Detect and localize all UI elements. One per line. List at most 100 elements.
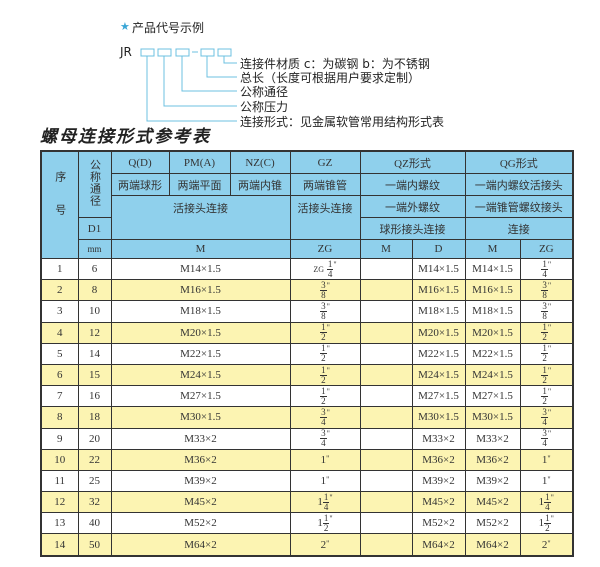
- cell-m: M36×2: [110, 448, 291, 471]
- cell-qz-d: M36×2: [411, 448, 466, 471]
- cell-qg-zg: 1": [519, 448, 574, 471]
- table-row: 11 25 M39×2 1" M39×2 M39×2 1": [40, 469, 574, 493]
- cell-qg-m: M14×1.5: [464, 257, 521, 281]
- cell-m: M20×1.5: [110, 321, 291, 344]
- header-seq: 序号: [40, 150, 79, 259]
- header-qg-desc3: 连接: [464, 217, 574, 240]
- cell-seq: 7: [40, 385, 79, 408]
- cell-qz-d: M52×2: [411, 512, 466, 535]
- cell-qz-d: M24×1.5: [411, 363, 466, 387]
- cell-gz-zg: 3 4 ": [289, 427, 361, 450]
- header-zg: ZG: [289, 239, 361, 259]
- cell-qz-m: [359, 533, 413, 557]
- cell-qg-zg: 1 1 2 ": [519, 512, 574, 535]
- cell-gz-zg: 1 2 ": [289, 321, 361, 344]
- connector-line: [181, 56, 237, 92]
- cell-qg-m: M22×1.5: [464, 342, 521, 365]
- cell-seq: 13: [40, 512, 79, 535]
- cell-dn: 10: [77, 300, 112, 323]
- table-row: 12 32 M45×2 1 1 4 " M45×2 M45×2 1 1 4 ": [40, 491, 574, 514]
- cell-seq: 2: [40, 279, 79, 302]
- header-union-conn: 活接头连接: [110, 195, 291, 240]
- cell-gz-zg: 2": [289, 533, 361, 557]
- header-pm-desc: 两端平面: [168, 173, 231, 196]
- header-qz: QZ形式: [359, 150, 466, 174]
- cell-qg-m: M24×1.5: [464, 363, 521, 387]
- cell-gz-zg: 3 8 ": [289, 300, 361, 323]
- cell-qz-m: [359, 385, 413, 408]
- label-length: 总长（长度可根据用户要求定制）: [240, 71, 421, 85]
- header-qg-desc2: 一端锥管螺纹接头: [464, 195, 574, 218]
- code-box-length: [200, 48, 215, 57]
- connector-line: [206, 56, 237, 78]
- table-row: 14 50 M64×2 2" M64×2 M64×2 2": [40, 533, 574, 557]
- cell-qz-m: [359, 363, 413, 387]
- cell-qz-m: [359, 491, 413, 514]
- code-box-diameter: [175, 48, 190, 57]
- cell-dn: 16: [77, 385, 112, 408]
- table-row: 7 16 M27×1.5 1 2 " M27×1.5 M27×1.5 1 2 ": [40, 385, 574, 408]
- cell-m: M27×1.5: [110, 385, 291, 408]
- cell-qg-zg: 2": [519, 533, 574, 557]
- connector-line: [223, 56, 237, 64]
- table-row: 4 12 M20×1.5 1 2 " M20×1.5 M20×1.5 1 2 ": [40, 321, 574, 344]
- cell-seq: 9: [40, 427, 79, 450]
- code-box-pressure: [157, 48, 172, 57]
- cell-seq: 11: [40, 469, 79, 493]
- table-row: 5 14 M22×1.5 1 2 " M22×1.5 M22×1.5 1 2 ": [40, 342, 574, 365]
- cell-qg-zg: 1 1 4 ": [519, 491, 574, 514]
- cell-qg-zg: 1 2 ": [519, 385, 574, 408]
- cell-seq: 10: [40, 448, 79, 471]
- cell-qz-d: M16×1.5: [411, 279, 466, 302]
- cell-gz-zg: ZG 1 4 ": [289, 257, 361, 281]
- cell-qz-d: M14×1.5: [411, 257, 466, 281]
- header-qz-desc1: 一端内螺纹: [359, 173, 466, 196]
- header-mm: mm: [77, 239, 112, 259]
- header-m: M: [110, 239, 291, 259]
- cell-qg-m: M16×1.5: [464, 279, 521, 302]
- header-qz-d: D: [411, 239, 466, 259]
- cell-qz-d: M39×2: [411, 469, 466, 493]
- header-nz-desc: 两端内锥: [229, 173, 291, 196]
- header-pm: PM(A): [168, 150, 231, 174]
- connector-line: [163, 56, 237, 107]
- star-icon: ★: [120, 20, 130, 33]
- cell-m: M33×2: [110, 427, 291, 450]
- header-gz: GZ: [289, 150, 361, 174]
- cell-gz-zg: 3 8 ": [289, 279, 361, 302]
- cell-seq: 12: [40, 491, 79, 514]
- cell-qg-zg: 3 4 ": [519, 427, 574, 450]
- cell-qg-zg: 1 4 ": [519, 257, 574, 281]
- cell-qz-m: [359, 448, 413, 471]
- label-connection: 连接形式：见金属软管常用结构形式表: [240, 115, 445, 129]
- header-d1: D1: [77, 217, 112, 240]
- cell-qz-m: [359, 300, 413, 323]
- cell-m: M39×2: [110, 469, 291, 493]
- code-box-connection: [140, 48, 155, 57]
- table-row: 13 40 M52×2 1 1 2 " M52×2 M52×2 1 1 2 ": [40, 512, 574, 535]
- cell-gz-zg: 1 2 ": [289, 363, 361, 387]
- table-row: 3 10 M18×1.5 3 8 " M18×1.5 M18×1.5 3 8 ": [40, 300, 574, 323]
- cell-qg-m: M52×2: [464, 512, 521, 535]
- cell-qz-m: [359, 321, 413, 344]
- cell-qg-zg: 1": [519, 469, 574, 493]
- header-qz-m: M: [359, 239, 413, 259]
- cell-seq: 1: [40, 257, 79, 281]
- cell-qz-d: M30×1.5: [411, 406, 466, 429]
- cell-dn: 32: [77, 491, 112, 514]
- cell-dn: 50: [77, 533, 112, 557]
- cell-seq: 4: [40, 321, 79, 344]
- table-row: 1 6 M14×1.5 ZG 1 4 " M14×1.5 M14×1.5 1 4 ": [40, 257, 574, 281]
- cell-qz-m: [359, 279, 413, 302]
- cell-gz-zg: 1 2 ": [289, 342, 361, 365]
- cell-seq: 3: [40, 300, 79, 323]
